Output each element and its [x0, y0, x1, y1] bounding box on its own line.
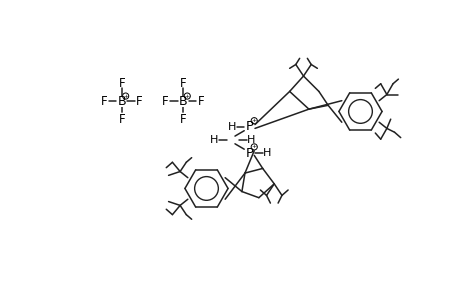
Text: F: F [118, 77, 125, 90]
Text: +: + [123, 94, 128, 99]
Text: +: + [251, 118, 256, 123]
Text: F: F [162, 95, 168, 108]
Text: H: H [263, 148, 271, 158]
Text: H: H [246, 135, 255, 145]
Text: B: B [117, 95, 126, 108]
Text: B: B [179, 95, 187, 108]
Text: +: + [184, 94, 190, 99]
Text: H: H [210, 135, 218, 145]
Text: F: F [101, 95, 107, 108]
Text: F: F [197, 95, 204, 108]
Text: P: P [245, 146, 253, 160]
Text: P: P [245, 120, 253, 134]
Text: +: + [251, 144, 256, 149]
Text: F: F [136, 95, 142, 108]
Text: F: F [179, 113, 186, 126]
Text: H: H [227, 122, 235, 132]
Text: F: F [118, 113, 125, 126]
Text: F: F [179, 77, 186, 90]
